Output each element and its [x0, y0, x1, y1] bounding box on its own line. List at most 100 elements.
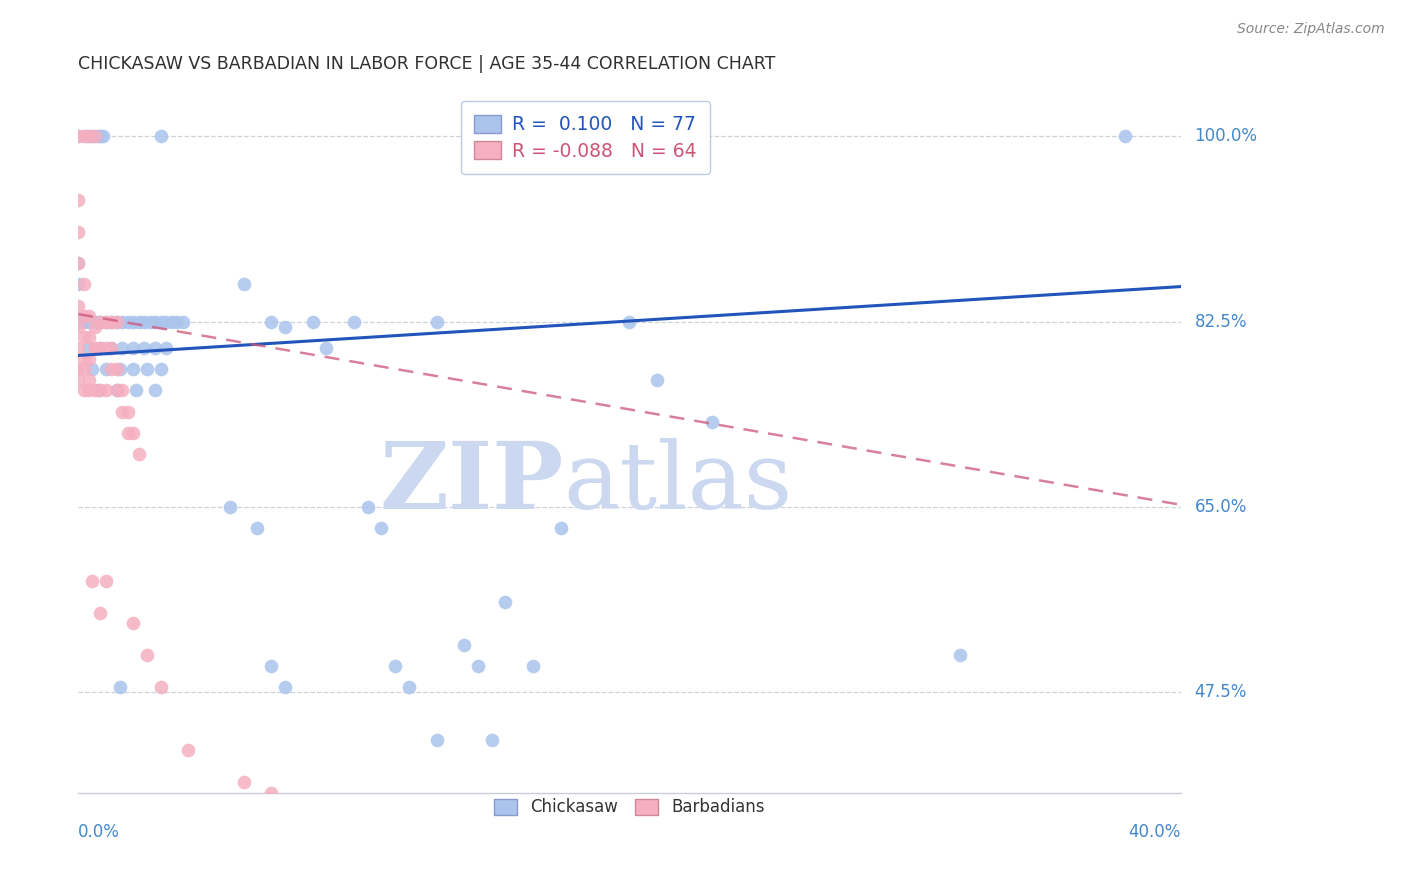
Text: 100.0%: 100.0% — [1195, 128, 1257, 145]
Point — [315, 341, 337, 355]
Text: 40.0%: 40.0% — [1128, 823, 1181, 841]
Text: Source: ZipAtlas.com: Source: ZipAtlas.com — [1237, 22, 1385, 37]
Point — [67, 256, 90, 270]
Point — [111, 314, 134, 328]
Point — [160, 314, 183, 328]
Point — [67, 129, 90, 144]
Point — [145, 384, 167, 398]
Point — [481, 732, 503, 747]
Point — [83, 341, 105, 355]
Point — [94, 384, 117, 398]
Point — [145, 341, 167, 355]
Point — [122, 362, 145, 376]
Point — [73, 384, 96, 398]
Point — [453, 638, 475, 652]
Point — [301, 314, 323, 328]
Point — [89, 129, 111, 144]
Point — [67, 299, 90, 313]
Point — [356, 500, 378, 514]
Point — [260, 658, 283, 673]
Point — [94, 574, 117, 588]
Point — [83, 319, 105, 334]
Point — [73, 351, 96, 366]
Point — [370, 521, 392, 535]
Point — [79, 314, 101, 328]
Point — [125, 384, 148, 398]
Point — [67, 314, 90, 328]
Point — [398, 680, 420, 694]
Point — [105, 384, 128, 398]
Point — [79, 310, 101, 324]
Point — [94, 341, 117, 355]
Point — [67, 225, 90, 239]
Point — [122, 314, 145, 328]
Point — [246, 521, 269, 535]
Point — [111, 341, 134, 355]
Point — [260, 314, 283, 328]
Point — [122, 616, 145, 631]
Point — [343, 314, 366, 328]
Point — [76, 129, 98, 144]
Point — [79, 129, 101, 144]
Point — [67, 277, 90, 292]
Point — [494, 595, 516, 609]
Point — [700, 415, 723, 429]
Point — [645, 373, 668, 387]
Point — [73, 330, 96, 344]
Point — [467, 658, 489, 673]
Point — [619, 314, 641, 328]
Point — [274, 680, 297, 694]
Point — [89, 341, 111, 355]
Point — [149, 314, 172, 328]
Point — [117, 314, 139, 328]
Point — [80, 129, 103, 144]
Point — [218, 500, 240, 514]
Point — [73, 310, 96, 324]
Point — [73, 314, 96, 328]
Point — [79, 373, 101, 387]
Point — [67, 314, 90, 328]
Point — [139, 314, 162, 328]
Point — [100, 362, 122, 376]
Point — [73, 129, 96, 144]
Point — [80, 362, 103, 376]
Point — [67, 362, 90, 376]
Point — [86, 384, 108, 398]
Point — [94, 314, 117, 328]
Point — [80, 574, 103, 588]
Point — [145, 314, 167, 328]
Point — [67, 373, 90, 387]
Point — [149, 362, 172, 376]
Text: 0.0%: 0.0% — [79, 823, 120, 841]
Point — [83, 384, 105, 398]
Point — [91, 129, 114, 144]
Point — [94, 314, 117, 328]
Text: atlas: atlas — [564, 438, 793, 528]
Point — [105, 384, 128, 398]
Point — [89, 314, 111, 328]
Point — [94, 362, 117, 376]
Point — [1114, 129, 1136, 144]
Point — [166, 314, 188, 328]
Point — [108, 680, 131, 694]
Point — [117, 425, 139, 440]
Point — [105, 362, 128, 376]
Point — [149, 129, 172, 144]
Point — [89, 384, 111, 398]
Point — [108, 362, 131, 376]
Point — [128, 314, 150, 328]
Point — [67, 319, 90, 334]
Point — [100, 314, 122, 328]
Point — [550, 521, 572, 535]
Point — [67, 129, 90, 144]
Point — [425, 314, 447, 328]
Text: 82.5%: 82.5% — [1195, 312, 1247, 331]
Point — [232, 775, 254, 789]
Point — [155, 314, 177, 328]
Point — [425, 732, 447, 747]
Point — [128, 447, 150, 461]
Text: 47.5%: 47.5% — [1195, 683, 1247, 701]
Point — [83, 314, 105, 328]
Point — [136, 648, 159, 662]
Text: 65.0%: 65.0% — [1195, 498, 1247, 516]
